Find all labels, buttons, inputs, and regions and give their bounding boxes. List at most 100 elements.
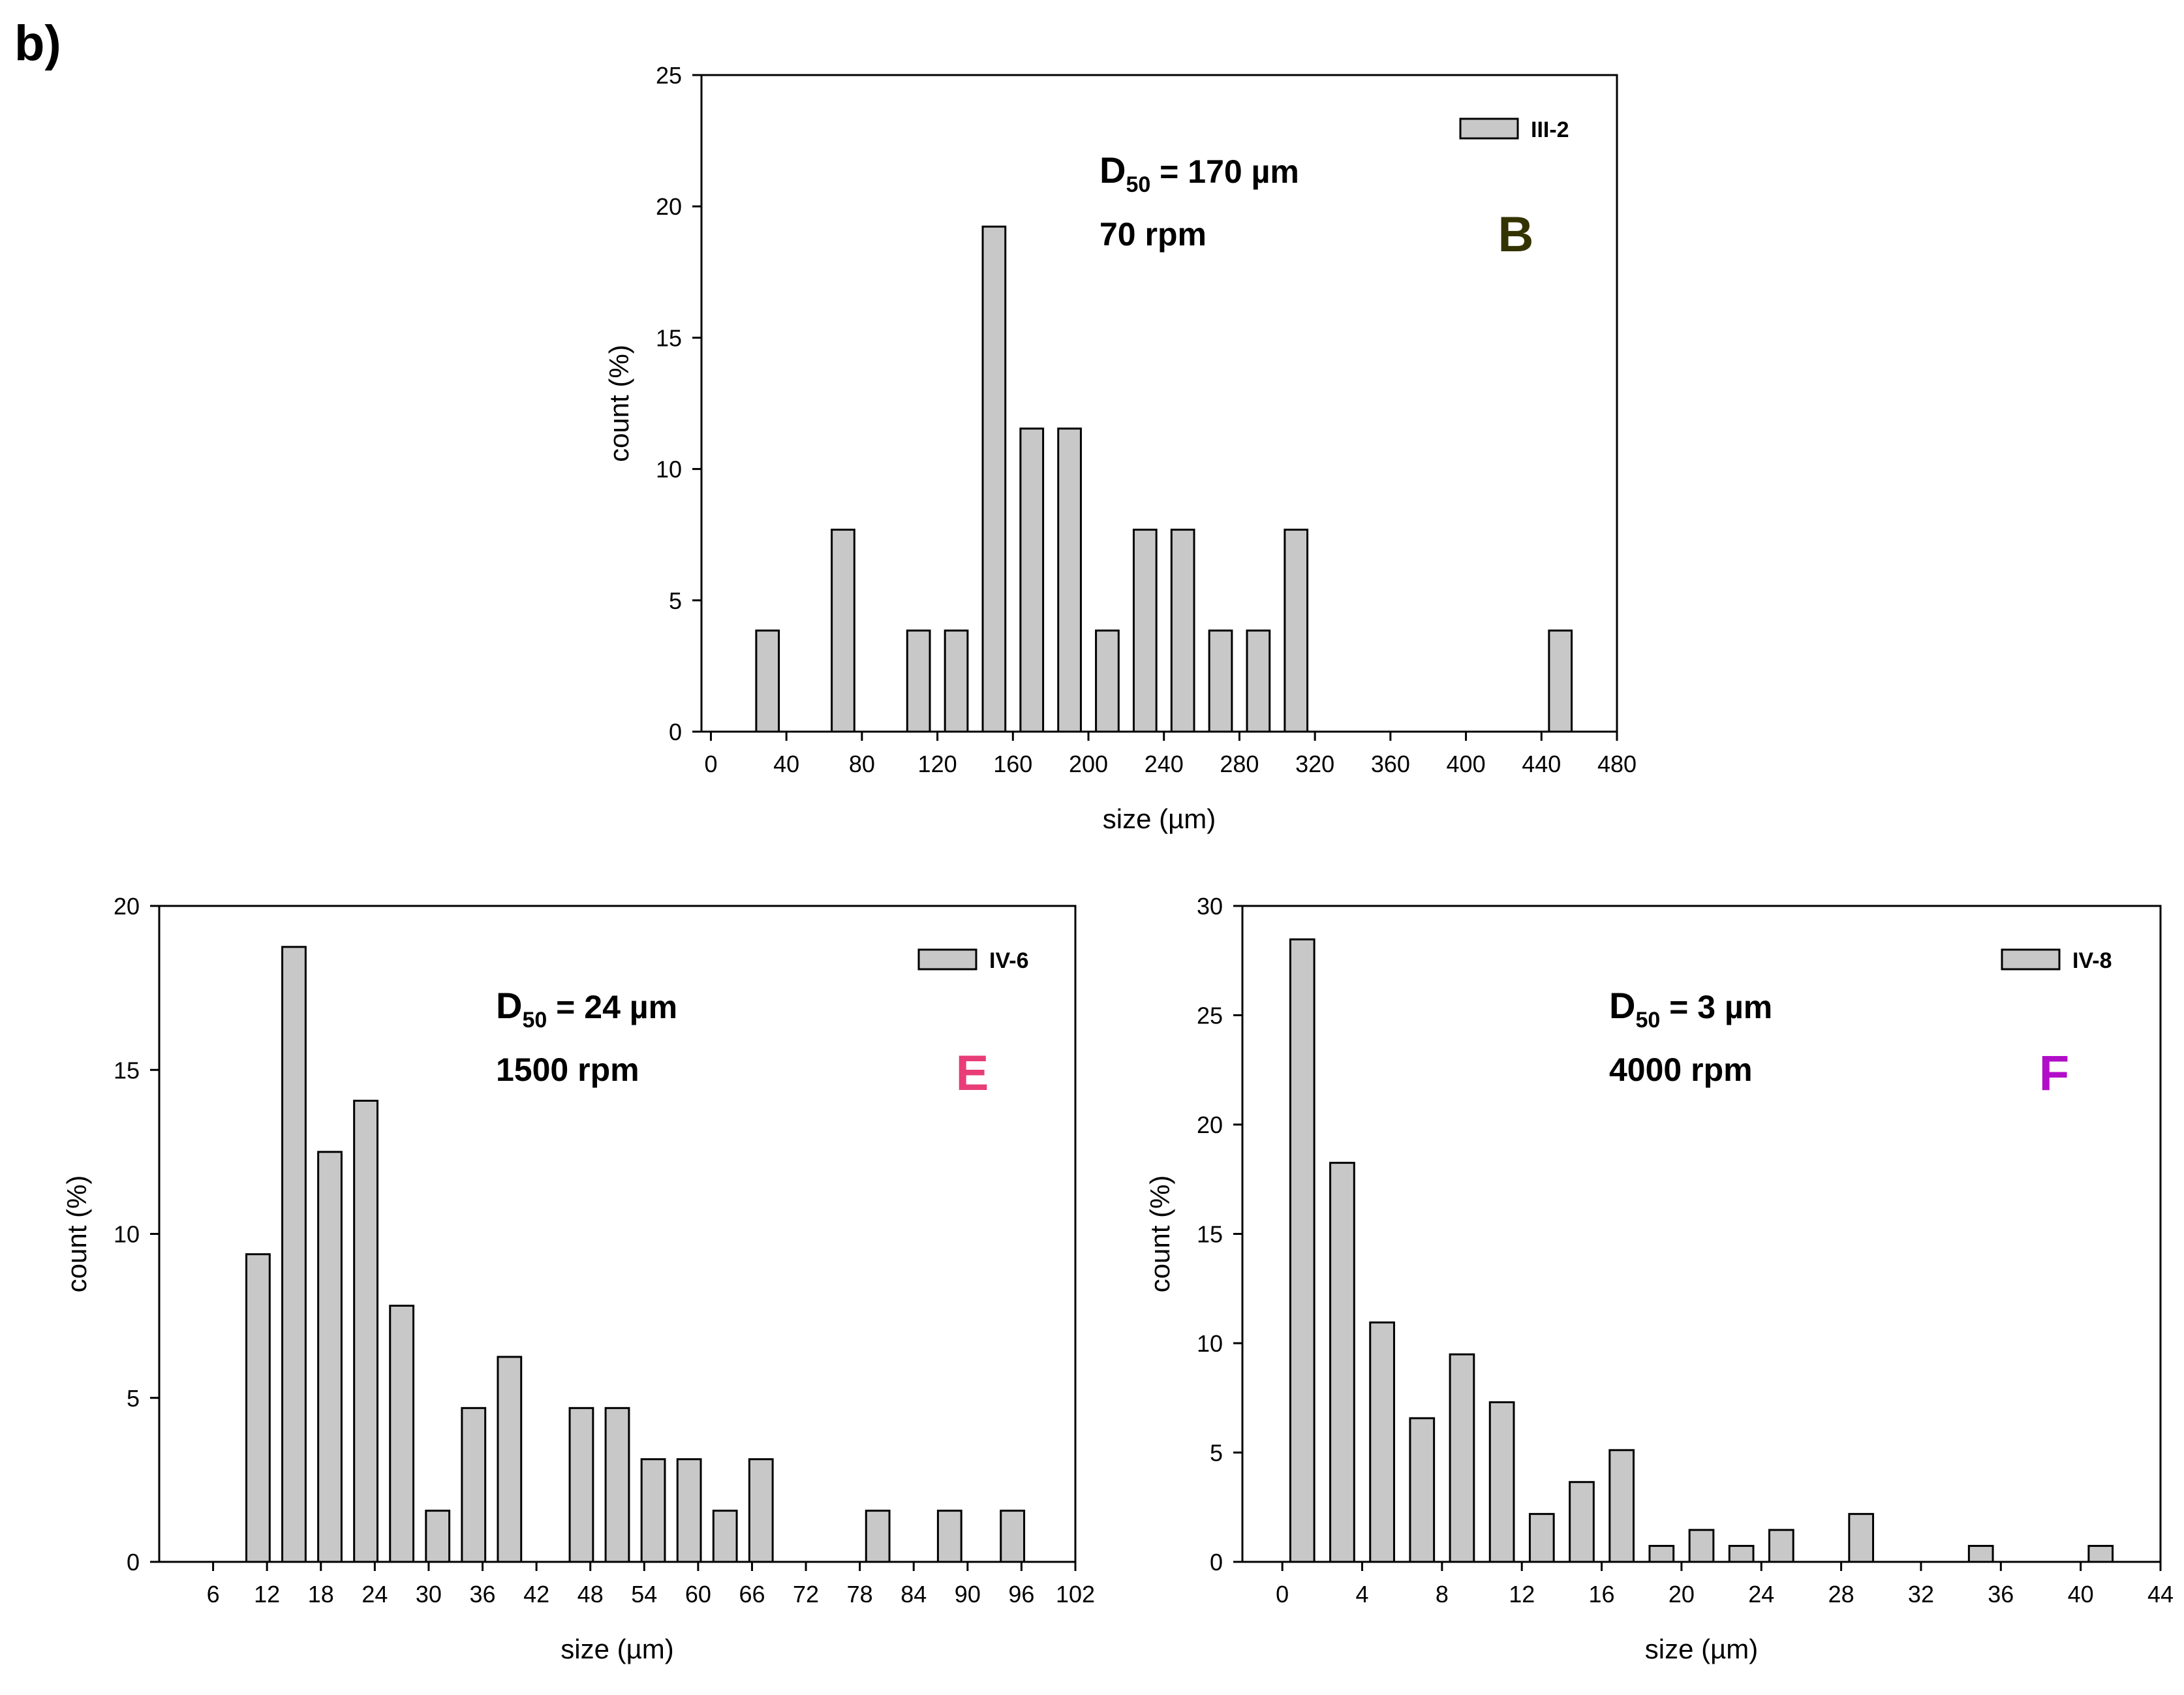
y-tick-label: 15 [1197, 1221, 1223, 1248]
x-tick-label: 240 [1145, 751, 1184, 777]
x-tick-label: 32 [1908, 1581, 1934, 1608]
bar-E-6 [461, 1407, 487, 1563]
bar-E-5 [425, 1510, 451, 1563]
x-tick-label: 80 [849, 751, 875, 777]
d50-annotation: D50 = 3 µm [1609, 985, 1772, 1033]
bar-F-7 [1569, 1481, 1595, 1563]
y-tick-label: 20 [656, 193, 682, 220]
bar-F-12 [1768, 1529, 1794, 1563]
y-tick-label: 10 [114, 1221, 140, 1248]
bar-F-10 [1688, 1529, 1715, 1563]
d50-subscript: 50 [522, 1008, 547, 1033]
sample-letter: F [2039, 1046, 2069, 1101]
legend-label: IV-6 [989, 948, 1028, 973]
bar-B-12 [1284, 529, 1309, 733]
x-axis-title: size (µm) [1103, 803, 1216, 834]
chart-E: 6 12 18 24 30 36 42 48 54 60 66 72 78 84 90 96 102 0 5 10 15… [61, 893, 1095, 1664]
x-tick-label: 6 [207, 1581, 220, 1608]
x-tick-label: 44 [2147, 1581, 2174, 1608]
x-tick-label: 16 [1589, 1581, 1615, 1608]
bar-E-4 [389, 1305, 415, 1563]
x-tick-label: 36 [1988, 1581, 2014, 1608]
y-tick-label: 5 [127, 1385, 140, 1412]
x-tick-label: 360 [1371, 751, 1410, 777]
bar-E-0 [245, 1253, 271, 1563]
legend-label: III-2 [1531, 117, 1569, 142]
x-tick-label: 96 [1008, 1581, 1034, 1608]
legend-swatch [1459, 117, 1519, 140]
legend-label: IV-8 [2072, 948, 2112, 973]
sample-letter: E [956, 1046, 989, 1101]
bar-F-11 [1728, 1545, 1755, 1563]
x-tick-label: 440 [1522, 751, 1561, 777]
d50-subscript: 50 [1635, 1008, 1660, 1033]
bar-F-2 [1369, 1321, 1395, 1563]
bar-E-11 [676, 1458, 702, 1563]
d50-value: = 24 µm [547, 989, 677, 1025]
y-tick-label: 20 [1197, 1112, 1223, 1138]
x-tick-label: 60 [685, 1581, 711, 1608]
chart-F: 0 4 8 12 16 20 24 28 32 36 40 44 0 5 10 15 20 25 30 size (µ… [1145, 893, 2174, 1664]
x-tick-label: 36 [470, 1581, 496, 1608]
y-tick-label: 10 [656, 456, 682, 483]
bar-B-4 [981, 225, 1007, 733]
bar-E-2 [317, 1151, 343, 1563]
bar-F-4 [1449, 1353, 1475, 1563]
y-tick-label: 5 [669, 587, 682, 614]
bar-E-16 [1000, 1510, 1026, 1563]
bar-E-1 [281, 946, 307, 1563]
bar-F-3 [1409, 1417, 1436, 1563]
bar-F-13 [1848, 1513, 1875, 1563]
plot-frame [700, 74, 1618, 733]
y-axis-title: count (%) [61, 1175, 92, 1293]
sample-letter: B [1498, 207, 1534, 262]
x-tick-label: 72 [793, 1581, 819, 1608]
bar-E-3 [353, 1099, 378, 1563]
d50-subscript: 50 [1126, 172, 1150, 197]
x-tick-label: 120 [918, 751, 957, 777]
x-tick-label: 400 [1447, 751, 1486, 777]
x-tick-label: 90 [955, 1581, 981, 1608]
bar-F-15 [2087, 1545, 2114, 1563]
bar-B-10 [1208, 629, 1233, 733]
x-tick-label: 102 [1056, 1581, 1095, 1608]
y-tick-label: 25 [656, 62, 682, 89]
x-tick-label: 320 [1295, 751, 1334, 777]
x-tick-label: 48 [577, 1581, 604, 1608]
x-tick-label: 480 [1597, 751, 1637, 777]
x-axis-title: size (µm) [561, 1634, 674, 1664]
bar-F-8 [1608, 1449, 1635, 1563]
x-tick-label: 18 [308, 1581, 334, 1608]
legend-swatch [2001, 948, 2061, 971]
bar-B-2 [906, 629, 931, 733]
y-tick-label: 0 [127, 1549, 140, 1576]
d50-symbol: D [496, 985, 522, 1026]
bar-B-7 [1095, 629, 1120, 733]
d50-annotation: D50 = 24 µm [496, 985, 677, 1033]
y-tick-label: 30 [1197, 893, 1223, 920]
x-tick-label: 160 [993, 751, 1032, 777]
x-tick-label: 24 [361, 1581, 388, 1608]
bar-F-5 [1488, 1401, 1515, 1563]
bar-E-10 [640, 1458, 666, 1563]
bar-E-8 [568, 1407, 594, 1563]
x-tick-label: 0 [704, 751, 717, 777]
x-tick-label: 40 [2068, 1581, 2094, 1608]
bar-F-14 [1967, 1545, 1994, 1563]
x-axis-title: size (µm) [1645, 1634, 1759, 1664]
bar-F-0 [1289, 938, 1315, 1563]
d50-symbol: D [1609, 985, 1635, 1026]
x-tick-label: 84 [900, 1581, 927, 1608]
bar-F-1 [1329, 1162, 1355, 1563]
y-tick-label: 10 [1197, 1330, 1223, 1357]
x-tick-label: 12 [1509, 1581, 1535, 1608]
x-tick-label: 8 [1436, 1581, 1449, 1608]
bar-E-12 [712, 1510, 738, 1563]
bar-B-8 [1132, 529, 1158, 733]
bar-B-0 [755, 629, 780, 733]
bar-B-5 [1019, 428, 1045, 733]
bar-B-9 [1170, 529, 1195, 733]
d50-value: = 170 µm [1150, 153, 1299, 190]
chart-B: 0 40 80 120 160 200 240 280 320 360 400 440 480 0 5 10 1… [604, 62, 1637, 834]
